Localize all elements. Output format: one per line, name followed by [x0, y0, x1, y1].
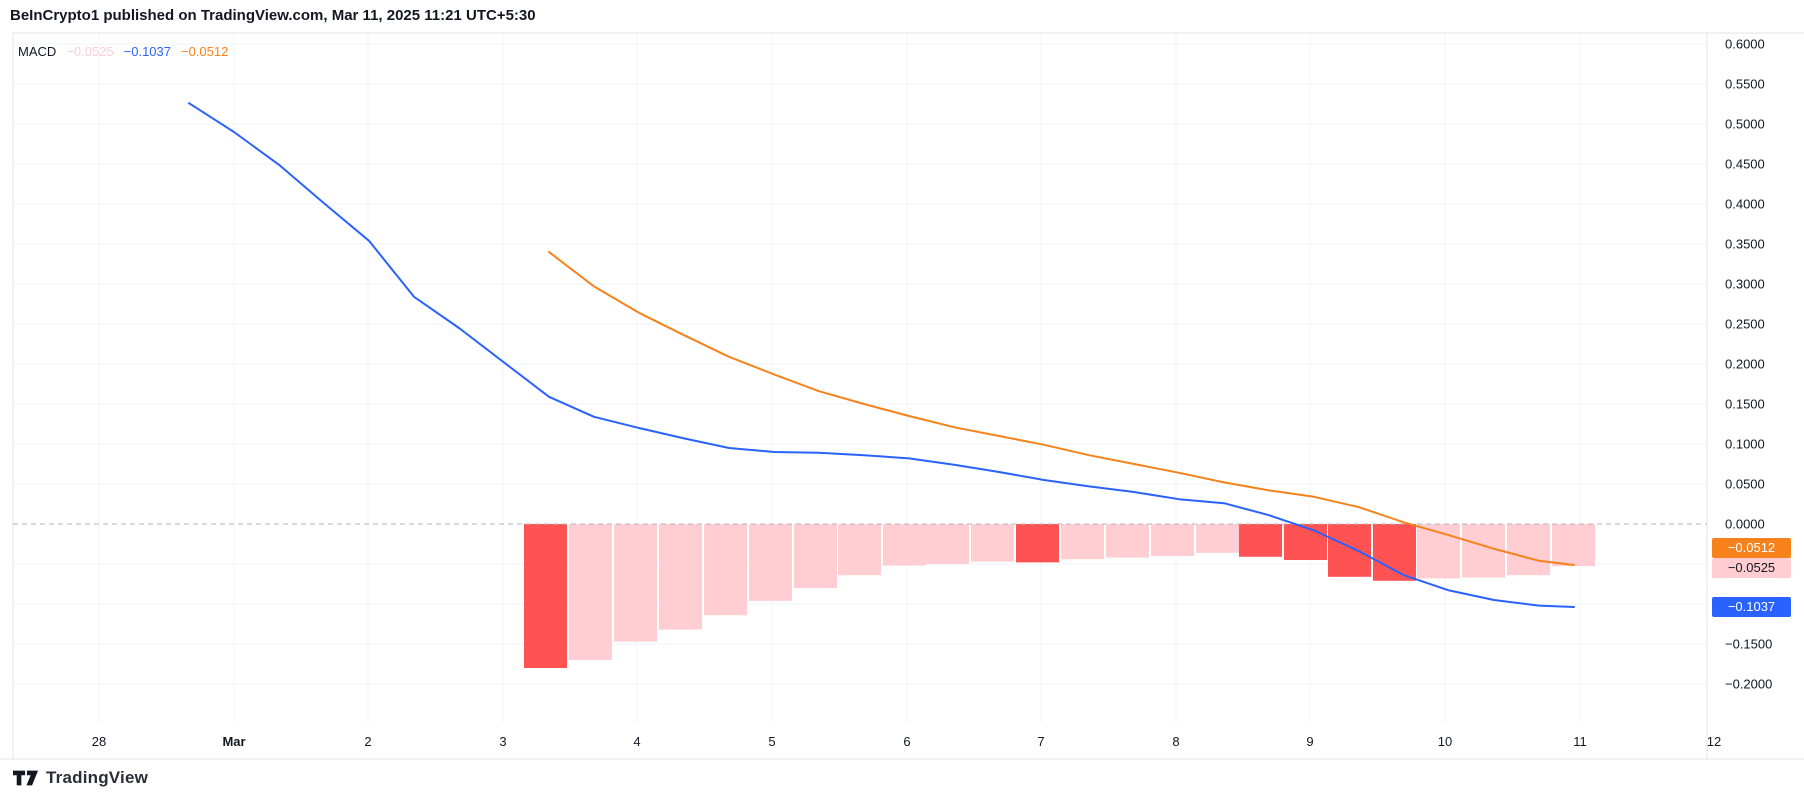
tradingview-logo-icon — [13, 770, 39, 786]
price-label: 0.4500 — [1725, 157, 1765, 172]
price-label: 0.6000 — [1725, 37, 1765, 52]
price-label: 0.3500 — [1725, 237, 1765, 252]
histogram-bar — [614, 524, 657, 642]
price-label: 0.3000 — [1725, 277, 1765, 292]
time-label: 3 — [499, 734, 506, 749]
histogram-bars — [524, 524, 1595, 668]
histogram-bar — [569, 524, 612, 660]
price-label: 0.4000 — [1725, 197, 1765, 212]
time-label: Mar — [222, 734, 245, 749]
histogram-bar — [971, 524, 1014, 562]
histogram-bar — [838, 524, 881, 576]
histogram-bar — [1196, 524, 1239, 553]
time-label: 8 — [1172, 734, 1179, 749]
price-label: 0.2500 — [1725, 317, 1765, 332]
histogram-bar — [926, 524, 969, 564]
price-label: 0.1500 — [1725, 397, 1765, 412]
tradingview-logo[interactable]: TradingView — [13, 768, 148, 788]
histogram-bar — [524, 524, 567, 668]
macd-line — [188, 102, 1575, 608]
h-gridlines — [13, 43, 1707, 685]
time-label: 28 — [92, 734, 106, 749]
legend-histogram-value: −0.0525 — [66, 44, 114, 59]
page-title: BeInCrypto1 published on TradingView.com… — [10, 7, 536, 24]
histogram-price-badge: −0.0525 — [1712, 558, 1791, 578]
time-label: 10 — [1438, 734, 1452, 749]
histogram-bar — [1373, 524, 1416, 581]
histogram-bar — [794, 524, 837, 588]
histogram-bar — [1552, 524, 1595, 566]
histogram-bar — [1328, 524, 1371, 577]
histogram-bar — [1106, 524, 1149, 558]
time-axis-labels[interactable]: 28 Mar 2 3 4 5 6 7 8 9 10 11 12 — [92, 734, 1721, 749]
time-label: 4 — [633, 734, 640, 749]
price-label: −0.1500 — [1725, 637, 1772, 652]
indicator-name: MACD — [18, 44, 57, 59]
histogram-bar — [1151, 524, 1194, 556]
price-label: 0.5000 — [1725, 117, 1765, 132]
time-label: 5 — [768, 734, 775, 749]
signal-line — [548, 251, 1575, 566]
price-label: 0.1000 — [1725, 437, 1765, 452]
histogram-bar — [1507, 524, 1550, 576]
histogram-bar — [1239, 524, 1282, 557]
price-label: −0.2000 — [1725, 677, 1772, 692]
v-gridlines — [98, 33, 1581, 722]
indicator-legend: MACD −0.0525 −0.1037 −0.0512 — [18, 44, 228, 59]
price-axis-labels[interactable]: 0.6000 0.5500 0.5000 0.4500 0.4000 0.3500 0.30… — [1725, 37, 1772, 692]
time-label: 6 — [903, 734, 910, 749]
time-label: 2 — [364, 734, 371, 749]
time-label: 9 — [1306, 734, 1313, 749]
histogram-bar — [659, 524, 702, 630]
signal-price-badge: −0.0512 — [1712, 538, 1791, 558]
histogram-bar — [749, 524, 792, 601]
histogram-bar — [1061, 524, 1104, 560]
legend-macd-value: −0.1037 — [123, 44, 171, 59]
histogram-bar — [883, 524, 926, 566]
time-label: 11 — [1573, 734, 1587, 749]
macd-price-badge: −0.1037 — [1712, 597, 1791, 617]
histogram-bar — [1016, 524, 1059, 563]
price-label: 0.5500 — [1725, 77, 1765, 92]
legend-signal-value: −0.0512 — [181, 44, 229, 59]
histogram-bar — [704, 524, 747, 616]
histogram-bar — [1284, 524, 1327, 560]
time-label: 7 — [1037, 734, 1044, 749]
price-label: 0.0500 — [1725, 477, 1765, 492]
price-label: 0.0000 — [1725, 517, 1765, 532]
tradingview-logo-text: TradingView — [46, 768, 149, 787]
pane-borders — [0, 32, 1804, 760]
price-label: 0.2000 — [1725, 357, 1765, 372]
time-label: 12 — [1707, 734, 1721, 749]
